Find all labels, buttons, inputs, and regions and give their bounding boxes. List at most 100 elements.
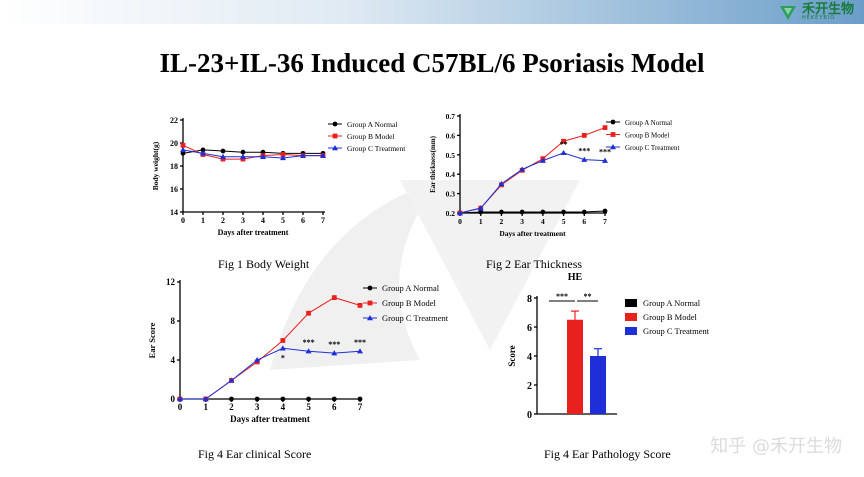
- legend-marker: [367, 315, 373, 321]
- series-line-1: [459, 127, 606, 214]
- fig4-caption: Fig 4 Ear Pathology Score: [544, 447, 671, 461]
- data-point: [228, 377, 235, 383]
- y-axis-label: Ear thickness(mm): [429, 135, 437, 193]
- y-tick-label: 14: [170, 208, 178, 217]
- x-tick-label: 3: [241, 216, 245, 225]
- x-tick-label: 0: [181, 216, 185, 225]
- data-point: [180, 142, 186, 148]
- x-tick-label: 0: [178, 402, 183, 412]
- data-point: [478, 209, 484, 215]
- significance-label: ***: [556, 292, 568, 301]
- legend-swatch: [625, 327, 637, 335]
- data-point: [560, 149, 567, 156]
- series-line-2: [180, 347, 361, 400]
- data-point: [357, 303, 363, 308]
- data-point: [561, 138, 566, 144]
- x-tick-label: 5: [281, 216, 285, 225]
- series-line-1: [182, 144, 323, 160]
- data-point: [220, 153, 226, 159]
- legend-marker: [367, 300, 373, 306]
- x-axis-label: Days after treatment: [499, 229, 566, 238]
- x-tick-label: 0: [458, 217, 462, 226]
- legend-marker: [332, 145, 338, 151]
- y-tick-label: 12: [166, 277, 176, 287]
- y-axis-label: Body weight(g): [151, 141, 160, 190]
- data-point: [200, 147, 206, 153]
- series-line-0: [459, 210, 606, 214]
- legend-marker: [610, 119, 616, 125]
- series-line-0: [182, 149, 323, 154]
- x-tick-label: 6: [582, 217, 586, 226]
- x-tick-label: 6: [301, 216, 305, 225]
- legend-label: Group B Model: [382, 298, 436, 308]
- y-tick-label: 8: [171, 316, 176, 326]
- significance-label: **: [560, 140, 568, 149]
- data-point: [260, 153, 266, 159]
- data-point: [254, 357, 261, 363]
- significance-label: **: [584, 292, 592, 301]
- x-tick-label: 4: [261, 216, 265, 225]
- significance-label: ***: [303, 338, 315, 347]
- y-tick-label: 16: [170, 185, 178, 194]
- data-point: [357, 396, 363, 402]
- y-tick-label: 18: [170, 162, 178, 171]
- page-title: IL-23+IL-36 Induced C57BL/6 Psoriasis Mo…: [159, 48, 705, 78]
- series-line-2: [182, 149, 323, 159]
- x-tick-label: 5: [306, 402, 311, 412]
- y-tick-label: 0.2: [446, 209, 456, 218]
- watermark-logo: [270, 180, 580, 370]
- data-point: [499, 209, 504, 215]
- data-point: [202, 396, 209, 402]
- x-tick-label: 2: [221, 216, 225, 225]
- significance-label: *: [281, 353, 285, 362]
- y-tick-label: 2: [527, 381, 532, 392]
- legend-label: Group C Treatment: [643, 326, 710, 336]
- data-point: [280, 338, 286, 343]
- legend-label: Group B Model: [625, 132, 669, 140]
- y-tick-label: 20: [170, 139, 178, 148]
- x-tick-label: 4: [541, 217, 545, 226]
- legend-marker: [610, 132, 616, 137]
- logo-text-en: HEKEYBIO: [801, 15, 836, 21]
- ear-thickness-chart: 0.2 0.3 0.4 0.5 0.6 0.7 0 1 2 3 4 5 6 7 Days after tre…: [429, 112, 680, 238]
- data-point: [305, 348, 312, 354]
- x-tick-label: 1: [479, 217, 483, 226]
- legend-marker: [367, 285, 373, 291]
- fig3-caption: Fig 4 Ear clinical Score: [198, 447, 312, 461]
- data-point: [220, 156, 226, 162]
- x-tick-label: 3: [520, 217, 524, 226]
- data-point: [331, 396, 337, 402]
- y-tick-label: 0: [171, 394, 176, 404]
- data-point: [540, 209, 546, 215]
- bar: [590, 356, 606, 414]
- data-point: [602, 157, 608, 163]
- significance-label: ***: [354, 338, 366, 347]
- data-point: [539, 157, 546, 163]
- data-point: [306, 310, 311, 316]
- logo-text-cn: 禾开生物: [801, 2, 854, 17]
- y-axis-label: Ear Score: [147, 322, 157, 358]
- y-tick-label: 0.3: [446, 190, 456, 199]
- legend-label: Group A Normal: [382, 283, 440, 293]
- legend-label: Group B Model: [347, 132, 395, 141]
- legend-swatch: [625, 313, 637, 321]
- x-tick-label: 7: [358, 402, 363, 412]
- data-point: [229, 396, 234, 402]
- x-tick-label: 1: [201, 216, 205, 225]
- y-tick-label: 8: [527, 294, 532, 305]
- data-point: [306, 396, 311, 402]
- legend-label: Group A Normal: [625, 119, 672, 127]
- y-tick-label: 0.4: [446, 170, 456, 179]
- data-point: [200, 150, 206, 156]
- data-point: [519, 166, 526, 172]
- data-point: [177, 396, 183, 402]
- data-point: [220, 148, 226, 154]
- y-tick-label: 0.5: [446, 151, 456, 160]
- data-point: [519, 209, 525, 215]
- logo-mark-icon: [779, 6, 796, 20]
- legend-marker: [332, 121, 338, 127]
- legend-marker: [610, 144, 616, 150]
- y-tick-label: 0.6: [446, 131, 456, 140]
- legend-label: Group C Treatment: [382, 313, 449, 323]
